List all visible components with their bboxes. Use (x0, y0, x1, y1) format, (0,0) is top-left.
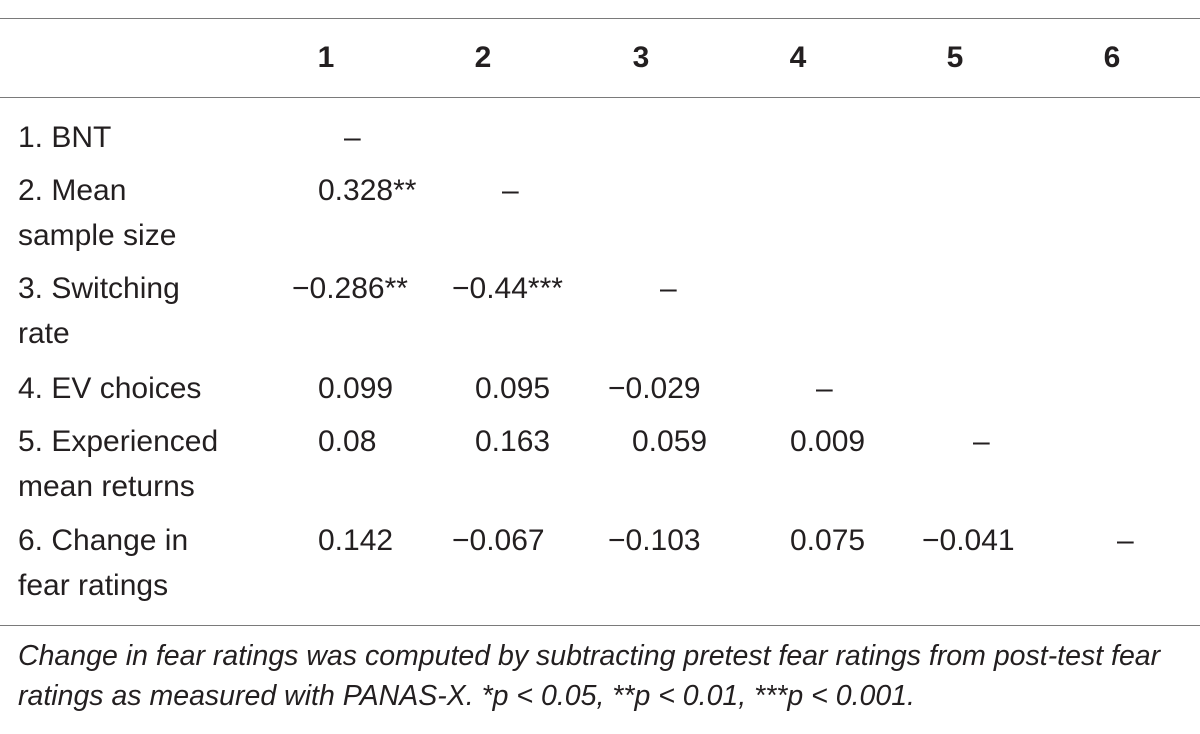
cell-r5-c4: 0.009 (790, 425, 866, 458)
cell-r6-c3: −0.103 (608, 524, 701, 557)
top-rule (0, 18, 1200, 19)
column-header-6: 6 (1103, 41, 1121, 74)
cell-r4-c1: 0.099 (318, 372, 394, 405)
row-label-mean-sample-size: 2. Mean sample size (18, 174, 177, 252)
cell-r6-c5: −0.041 (922, 524, 1015, 557)
column-header-2: 2 (474, 41, 492, 74)
row-label-switching-rate: 3. Switching rate (18, 272, 180, 350)
cell-r4-c3: −0.029 (608, 372, 701, 405)
header-rule (0, 97, 1200, 98)
row-label-change-in-fear-ratings: 6. Change in fear ratings (18, 524, 189, 602)
cell-r3-c2: −0.44*** (452, 272, 563, 305)
cell-r5-c1: 0.08 (318, 425, 377, 458)
column-header-4: 4 (789, 41, 807, 74)
bottom-rule (0, 625, 1200, 626)
cell-r3-c1: −0.286** (292, 272, 408, 305)
cell-r3-c3: – (660, 272, 677, 305)
column-header-3: 3 (632, 41, 650, 74)
column-header-5: 5 (946, 41, 964, 74)
cell-r6-c2: −0.067 (452, 524, 545, 557)
cell-r5-c5: – (973, 425, 990, 458)
cell-r2-c1: 0.328** (318, 174, 417, 207)
cell-r2-c2: – (502, 174, 519, 207)
cell-r4-c4: – (816, 372, 833, 405)
cell-r5-c2: 0.163 (475, 425, 551, 458)
row-label-ev-choices: 4. EV choices (18, 372, 202, 405)
table-footnote: Change in fear ratings was computed by s… (18, 640, 1161, 712)
cell-r4-c2: 0.095 (475, 372, 551, 405)
column-header-1: 1 (317, 41, 335, 74)
cell-r6-c1: 0.142 (318, 524, 394, 557)
row-label-experienced-mean-returns: 5. Experienced mean returns (18, 425, 219, 503)
cell-r5-c3: 0.059 (632, 425, 708, 458)
cell-r6-c6: – (1117, 524, 1134, 557)
row-label-bnt: 1. BNT (18, 121, 112, 154)
cell-r6-c4: 0.075 (790, 524, 866, 557)
cell-r1-c1: – (344, 121, 361, 154)
